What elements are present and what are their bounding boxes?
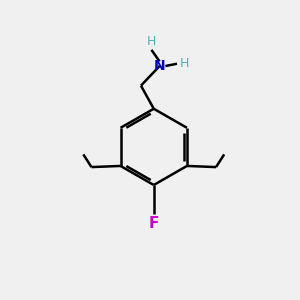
Text: N: N	[154, 59, 165, 73]
Text: H: H	[179, 57, 189, 70]
Text: H: H	[147, 34, 156, 48]
Text: F: F	[148, 216, 159, 231]
